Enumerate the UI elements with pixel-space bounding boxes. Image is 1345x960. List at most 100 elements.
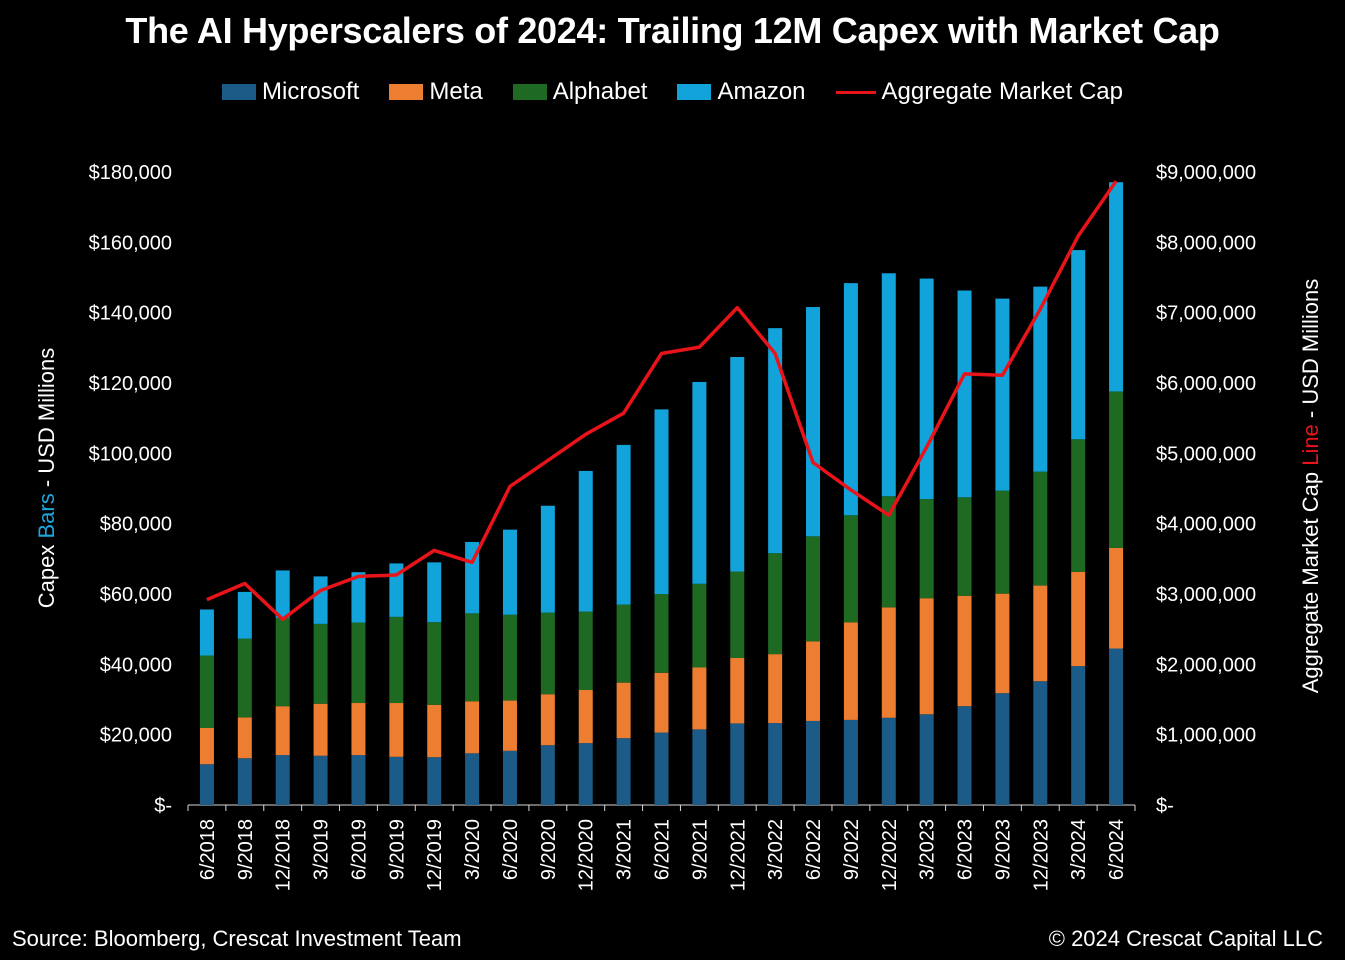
legend-item-alphabet: Alphabet — [512, 78, 648, 106]
bar-meta-6/2018 — [199, 727, 214, 765]
bar-amazon-9/2023 — [995, 298, 1010, 491]
y-right-tick-label: $1,000,000 — [1156, 725, 1256, 747]
legend-item-amazon: Amazon — [677, 78, 806, 106]
legend-label-meta: Meta — [429, 78, 483, 105]
x-tick-label: 3/2022 — [765, 819, 787, 880]
bar-microsoft-9/2018 — [237, 758, 252, 805]
y-right-tick-label: $6,000,000 — [1156, 373, 1256, 395]
y-left-tick-label: $- — [154, 795, 172, 817]
bar-meta-6/2019 — [351, 703, 366, 756]
bar-alphabet-9/2023 — [995, 490, 1010, 594]
bar-alphabet-3/2022 — [768, 553, 783, 655]
y-right-tick-label: $2,000,000 — [1156, 654, 1256, 676]
bar-alphabet-3/2020 — [465, 613, 480, 702]
legend-label-amazon: Amazon — [717, 78, 806, 105]
bar-meta-12/2021 — [730, 658, 745, 724]
y-right-tick-label: $9,000,000 — [1156, 162, 1256, 184]
x-tick-label: 12/2020 — [576, 819, 598, 891]
y-left-tick-label: $100,000 — [89, 443, 172, 465]
bar-meta-9/2020 — [540, 694, 555, 746]
y-left-tick-label: $60,000 — [100, 584, 172, 606]
legend-item-market-cap: Aggregate Market Cap — [835, 78, 1123, 106]
bar-alphabet-9/2019 — [389, 616, 404, 704]
x-tick-label: 9/2022 — [841, 819, 863, 880]
x-tick-label: 9/2018 — [235, 819, 257, 880]
y-left-tick-label: $120,000 — [89, 373, 172, 395]
bar-microsoft-12/2020 — [578, 743, 593, 805]
y-right-axis-title-part: - USD Millions — [1298, 279, 1323, 424]
bar-amazon-3/2019 — [313, 576, 328, 624]
y-left-axis-title: Capex Bars - USD Millions — [34, 348, 59, 608]
bar-microsoft-3/2022 — [768, 723, 783, 805]
y-right-tick-label: $3,000,000 — [1156, 584, 1256, 606]
bar-alphabet-12/2020 — [578, 611, 593, 691]
bar-alphabet-9/2020 — [540, 612, 555, 695]
bar-alphabet-6/2020 — [502, 614, 517, 701]
legend-label-alphabet: Alphabet — [552, 78, 648, 105]
bar-microsoft-9/2019 — [389, 756, 404, 805]
x-tick-label: 6/2023 — [955, 819, 977, 880]
bar-microsoft-3/2021 — [616, 738, 631, 805]
bar-alphabet-3/2019 — [313, 623, 328, 704]
bar-amazon-12/2022 — [881, 273, 896, 497]
bar-alphabet-3/2023 — [919, 499, 934, 599]
bar-meta-3/2021 — [616, 682, 631, 739]
x-tick-label: 6/2019 — [348, 819, 370, 880]
bar-meta-6/2023 — [957, 595, 972, 707]
y-left-tick-label: $20,000 — [100, 725, 172, 747]
bar-amazon-12/2018 — [275, 570, 290, 618]
y-right-tick-label: $4,000,000 — [1156, 514, 1256, 536]
bar-microsoft-12/2018 — [275, 755, 290, 805]
bar-amazon-12/2021 — [730, 356, 745, 572]
bar-microsoft-6/2021 — [654, 732, 669, 805]
x-tick-label: 6/2020 — [500, 819, 522, 880]
legend-swatch-microsoft — [222, 84, 256, 100]
x-tick-label: 12/2022 — [879, 819, 901, 891]
bar-meta-9/2022 — [843, 622, 858, 720]
bar-microsoft-6/2022 — [806, 720, 821, 805]
y-left-tick-label: $180,000 — [89, 162, 172, 184]
y-left-tick-label: $160,000 — [89, 232, 172, 254]
bar-meta-12/2019 — [427, 704, 442, 758]
bar-meta-3/2019 — [313, 703, 328, 756]
bar-microsoft-6/2019 — [351, 755, 366, 805]
legend-swatch-meta — [389, 84, 424, 100]
y-right-tick-label: $- — [1156, 795, 1174, 817]
bar-alphabet-6/2018 — [199, 655, 214, 728]
y-right-axis-title-part: Aggregate Market Cap — [1298, 466, 1323, 693]
bar-alphabet-6/2023 — [957, 497, 972, 596]
bar-microsoft-12/2021 — [730, 723, 745, 805]
bar-amazon-6/2022 — [806, 307, 821, 537]
bar-amazon-9/2020 — [540, 505, 555, 613]
x-tick-label: 3/2021 — [614, 819, 636, 880]
x-tick-label: 6/2022 — [803, 819, 825, 880]
copyright-note: © 2024 Crescat Capital LLC — [1048, 926, 1323, 951]
y-left-tick-label: $40,000 — [100, 654, 172, 676]
y-left-tick-label: $140,000 — [89, 303, 172, 325]
y-left-axis-title-part: Bars — [34, 493, 59, 538]
bar-amazon-6/2024 — [1109, 182, 1124, 392]
bar-alphabet-12/2023 — [1033, 471, 1048, 586]
bar-microsoft-6/2018 — [199, 764, 214, 805]
bar-meta-3/2020 — [465, 701, 480, 754]
bar-amazon-12/2019 — [427, 562, 442, 623]
bar-meta-3/2022 — [768, 654, 783, 724]
x-tick-label: 9/2020 — [538, 819, 560, 880]
bar-alphabet-3/2024 — [1071, 439, 1086, 572]
bar-alphabet-12/2018 — [275, 617, 290, 707]
legend-swatch-alphabet — [512, 84, 547, 100]
x-tick-label: 12/2021 — [727, 819, 749, 891]
bar-microsoft-3/2023 — [919, 714, 934, 805]
bar-amazon-6/2019 — [351, 572, 366, 623]
bar-microsoft-3/2024 — [1071, 666, 1086, 805]
bar-alphabet-6/2024 — [1109, 391, 1124, 548]
bar-alphabet-3/2021 — [616, 604, 631, 683]
y-left-axis-title-part: - USD Millions — [34, 348, 59, 493]
bar-alphabet-6/2021 — [654, 594, 669, 673]
legend-line-market-cap — [835, 90, 876, 94]
y-right-tick-label: $5,000,000 — [1156, 443, 1256, 465]
x-tick-label: 6/2021 — [652, 819, 674, 880]
bar-alphabet-12/2021 — [730, 571, 745, 659]
bar-meta-6/2020 — [502, 700, 517, 751]
